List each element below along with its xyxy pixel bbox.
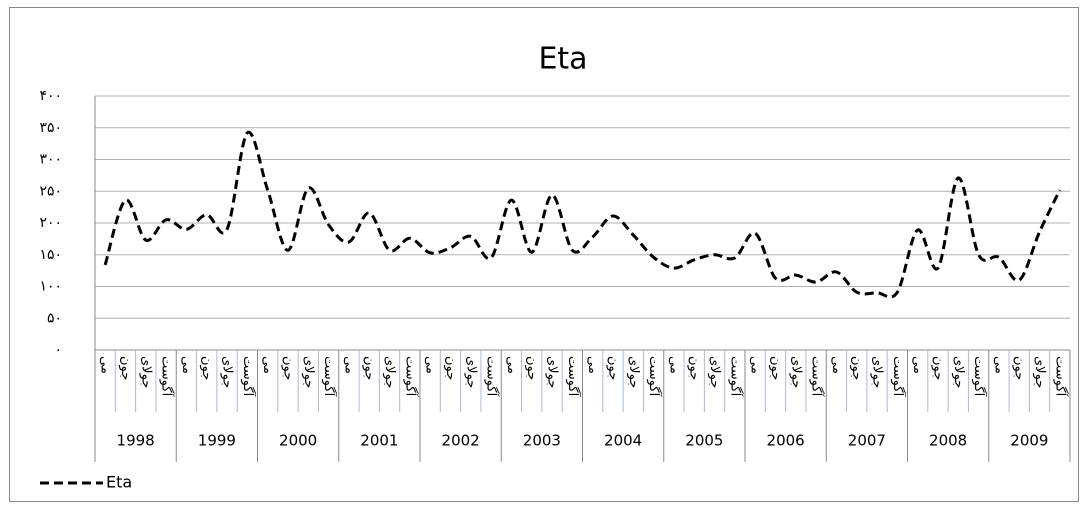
x-tick-label: جون: [1012, 356, 1027, 380]
x-tick-label: جون: [687, 356, 702, 380]
x-tick-label: آگوست: [240, 356, 257, 398]
x-tick-label: آگوست: [565, 356, 582, 398]
x-tick-label: جولای: [138, 356, 153, 388]
y-tick-label: ۴۰۰: [39, 88, 62, 104]
group-label: 2004: [604, 432, 642, 450]
group-label: 2006: [767, 432, 805, 450]
x-tick-label: جون: [930, 356, 945, 380]
y-tick-label: ۱۰۰: [39, 279, 62, 295]
x-tick-label: جون: [362, 356, 377, 380]
x-tick-label: جولای: [870, 356, 885, 388]
group-label: 2008: [929, 432, 967, 450]
x-tick-label: جون: [768, 356, 783, 380]
x-tick-label: جولای: [1032, 356, 1047, 388]
x-tick-label: جون: [118, 356, 133, 380]
x-tick-label: آگوست: [971, 356, 988, 398]
legend-label: Eta: [106, 473, 132, 492]
group-label: 2009: [1010, 432, 1048, 450]
x-tick-label: آگوست: [809, 356, 826, 398]
x-tick-label: می: [910, 356, 925, 374]
x-tick-label: آگوست: [484, 356, 501, 398]
x-tick-label: جولای: [626, 356, 641, 388]
group-label: 2001: [360, 432, 398, 450]
x-tick-label: می: [829, 356, 844, 374]
y-tick-label: ۲۵۰: [39, 183, 62, 199]
y-tick-label: ۳۵۰: [39, 120, 62, 136]
group-label: 2000: [279, 432, 317, 450]
x-tick-label: جولای: [788, 356, 803, 388]
x-tick-label: جون: [605, 356, 620, 380]
y-tick-label: ۲۰۰: [39, 215, 62, 231]
x-tick-label: آگوست: [159, 356, 176, 398]
group-label: 2002: [442, 432, 480, 450]
x-tick-label: آگوست: [727, 356, 744, 398]
y-tick-label: ۱۵۰: [39, 247, 62, 263]
x-tick-label: آگوست: [321, 356, 338, 398]
x-tick-label: جون: [199, 356, 214, 380]
x-tick-label: می: [991, 356, 1006, 374]
group-label: 2007: [848, 432, 886, 450]
x-tick-label: می: [98, 356, 113, 374]
x-tick-label: می: [666, 356, 681, 374]
x-tick-label: می: [748, 356, 763, 374]
x-tick-label: آگوست: [890, 356, 907, 398]
x-tick-label: جولای: [301, 356, 316, 388]
group-label: 1999: [198, 432, 236, 450]
x-tick-label: جون: [280, 356, 295, 380]
x-tick-label: می: [423, 356, 438, 374]
y-tick-label: ۵۰: [47, 310, 62, 326]
group-label: 1998: [117, 432, 155, 450]
x-tick-label: می: [179, 356, 194, 374]
x-tick-label: جون: [524, 356, 539, 380]
x-tick-label: جولای: [707, 356, 722, 388]
y-tick-label: ۰: [54, 342, 62, 358]
y-tick-label: ۳۰۰: [39, 152, 62, 168]
x-tick-label: می: [260, 356, 275, 374]
x-tick-label: می: [341, 356, 356, 374]
x-tick-label: جون: [849, 356, 864, 380]
data-line: [103, 130, 1062, 299]
group-label: 2005: [685, 432, 723, 450]
x-tick-label: آگوست: [1052, 356, 1069, 398]
x-tick-label: می: [585, 356, 600, 374]
x-tick-label: آگوست: [402, 356, 419, 398]
x-tick-label: جولای: [220, 356, 235, 388]
x-tick-label: جون: [443, 356, 458, 380]
x-tick-label: آگوست: [646, 356, 663, 398]
x-tick-label: می: [504, 356, 519, 374]
chart-title: Eta: [538, 42, 587, 77]
group-label: 2003: [523, 432, 561, 450]
x-tick-label: جولای: [545, 356, 560, 388]
x-tick-label: جولای: [382, 356, 397, 388]
x-tick-label: جولای: [951, 356, 966, 388]
x-tick-label: جولای: [463, 356, 478, 388]
